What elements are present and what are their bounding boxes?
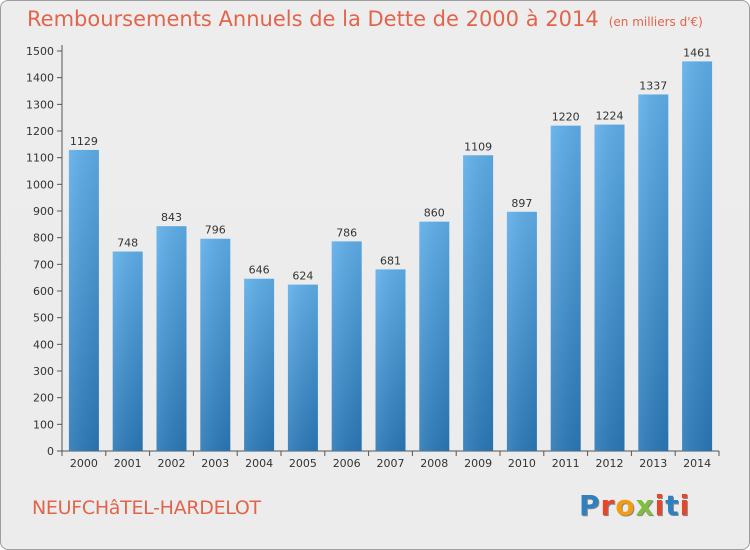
logo-letter: P <box>579 489 601 522</box>
bar-shade-2011 <box>550 125 581 452</box>
bar-shade-2001 <box>112 251 143 451</box>
data-label-2002: 843 <box>161 211 182 224</box>
y-tick-label: 400 <box>33 338 54 351</box>
bar-shade-2005 <box>287 284 318 451</box>
proxiti-logo: Proxiti <box>579 489 690 522</box>
x-tick-label: 2002 <box>158 457 186 470</box>
x-tick-label: 2012 <box>596 457 624 470</box>
data-label-2012: 1224 <box>596 110 624 123</box>
data-label-2014: 1461 <box>683 46 711 59</box>
chart-subtitle: (en milliers d'€) <box>608 15 703 29</box>
chart-title: Remboursements Annuels de la Dette de 20… <box>27 7 703 31</box>
data-label-2008: 860 <box>424 207 445 220</box>
commune-name: NEUFCHâTEL-HARDELOT <box>32 497 261 519</box>
x-tick-label: 2008 <box>420 457 448 470</box>
logo-letter: x <box>635 489 655 522</box>
y-tick-label: 100 <box>33 418 54 431</box>
y-tick-label: 1000 <box>26 178 54 191</box>
x-tick-label: 2009 <box>464 457 492 470</box>
y-tick-label: 300 <box>33 365 54 378</box>
bar-shade-2003 <box>200 238 231 451</box>
data-label-2011: 1220 <box>552 111 580 124</box>
x-tick-label: 2011 <box>552 457 580 470</box>
bar-shade-2012 <box>594 124 625 451</box>
bar-shade-2010 <box>506 211 537 451</box>
x-tick-label: 2004 <box>245 457 273 470</box>
chart-title-text: Remboursements Annuels de la Dette de 20… <box>27 7 599 31</box>
y-tick-label: 1200 <box>26 125 54 138</box>
y-tick-label: 900 <box>33 205 54 218</box>
bar-shade-2014 <box>682 61 713 452</box>
logo-letter: i <box>679 489 691 522</box>
x-tick-label: 2003 <box>201 457 229 470</box>
bar-shade-2002 <box>156 226 187 451</box>
y-tick-label: 1400 <box>26 72 54 85</box>
y-tick-label: 200 <box>33 392 54 405</box>
x-axis: 2000 2001 2002 2003 2004 2005 2006 2007 2008 2009… <box>61 450 720 470</box>
data-label-2003: 796 <box>205 224 226 237</box>
data-label-2009: 1109 <box>464 140 492 153</box>
logo-letter: i <box>654 489 666 522</box>
data-label-2001: 748 <box>117 237 138 250</box>
y-tick-label: 800 <box>33 232 54 245</box>
x-tick-label: 2014 <box>683 457 711 470</box>
bars-group <box>68 61 713 452</box>
x-tick-label: 2010 <box>508 457 536 470</box>
bar-shade-2000 <box>68 149 99 451</box>
data-label-2013: 1337 <box>639 79 667 92</box>
x-tick-label: 2007 <box>377 457 405 470</box>
data-label-2006: 786 <box>336 226 357 239</box>
y-axis: 0 100 200 300 400 500 600 700 800 900 1000 1100 1200… <box>26 45 63 458</box>
data-label-2000: 1129 <box>70 135 98 148</box>
data-label-2007: 681 <box>380 254 401 267</box>
y-tick-label: 1300 <box>26 98 54 111</box>
y-tick-label: 1100 <box>26 152 54 165</box>
bar-shade-2009 <box>463 155 494 451</box>
x-tick-label: 2001 <box>114 457 142 470</box>
logo-letter: o <box>615 489 636 522</box>
x-tick-label: 2013 <box>639 457 667 470</box>
bar-shade-2007 <box>375 269 406 451</box>
y-tick-label: 1500 <box>26 45 54 58</box>
y-tick-label: 0 <box>47 445 54 458</box>
y-tick-label: 500 <box>33 312 54 325</box>
x-tick-label: 2006 <box>333 457 361 470</box>
bar-shade-2013 <box>638 94 669 451</box>
bar-shade-2008 <box>419 221 450 451</box>
data-labels-group: 1129 748 843 796 646 624 786 681 860 1109 897 1220 1… <box>70 46 711 282</box>
bar-shade-2006 <box>331 241 362 451</box>
x-tick-label: 2000 <box>70 457 98 470</box>
bar-shade-2004 <box>244 278 275 451</box>
data-label-2004: 646 <box>249 264 270 277</box>
data-label-2010: 897 <box>511 197 532 210</box>
x-tick-label: 2005 <box>289 457 317 470</box>
logo-letter: t <box>665 489 680 522</box>
y-tick-label: 700 <box>33 258 54 271</box>
y-tick-label: 600 <box>33 285 54 298</box>
data-label-2005: 624 <box>292 270 313 283</box>
logo-letter: r <box>600 489 616 522</box>
